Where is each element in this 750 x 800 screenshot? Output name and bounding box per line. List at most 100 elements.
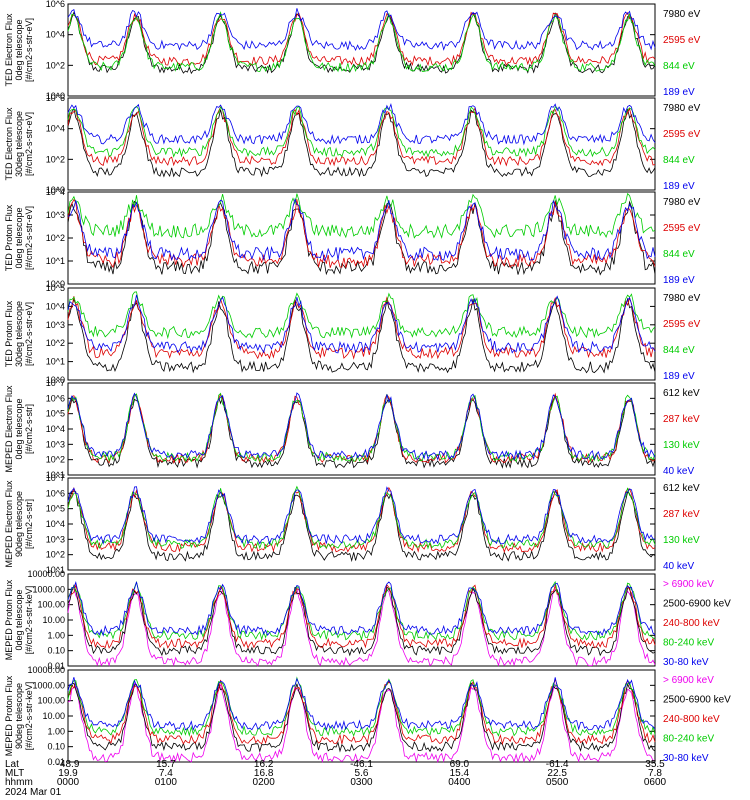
y-axis-label-line: [#/cm2-s-str]: [24, 499, 34, 549]
panel-frame: [67, 3, 656, 97]
legend-entry: 2595 eV: [663, 223, 701, 234]
series-green-trace: [67, 485, 656, 550]
panel-frame: [67, 382, 656, 476]
legend-entry: 189 eV: [663, 181, 695, 192]
y-axis-label-line: MEPED Proton Flux: [4, 579, 14, 660]
footer-value: 0600: [644, 777, 667, 788]
footer-value: 7.8: [648, 768, 662, 779]
series-green-trace: [67, 291, 656, 340]
y-tick-label: 10^4: [46, 124, 65, 134]
y-tick-label: 0.10: [47, 646, 65, 656]
panel-frame: [67, 191, 656, 285]
series-blue-trace: [67, 8, 656, 51]
legend-entry: 7980 eV: [663, 103, 701, 114]
series-green-trace: [67, 192, 656, 239]
legend-entry: 844 eV: [663, 61, 695, 72]
footer-label-mlt: MLT: [5, 768, 24, 779]
panel-4: 10^0 10^1 10^2 10^3 10^4 10^5 TED Proton Flux 3…: [4, 283, 701, 385]
y-tick-label: 10^5: [46, 409, 65, 419]
y-axis-label-line: [#/cm2-s-str-keV]: [24, 586, 34, 655]
y-tick-label: 10^0: [46, 375, 65, 385]
legend-entry: 844 eV: [663, 155, 695, 166]
series-green-trace: [67, 392, 656, 463]
legend-entry: > 6900 keV: [663, 579, 714, 590]
legend-entry: 80-240 keV: [663, 734, 714, 745]
footer-value: 7.4: [159, 768, 173, 779]
legend-entry: 40 keV: [663, 561, 694, 572]
legend-entry: 287 keV: [663, 414, 700, 425]
y-tick-label: 10^6: [46, 488, 65, 498]
legend-entry: 7980 eV: [663, 293, 701, 304]
footer-value: 0400: [448, 777, 471, 788]
panel-7: 0.01 0.10 1.00 10.00 100.00 1000.00 10000.00 ME…: [4, 569, 731, 671]
panel-5: 10^1 10^2 10^3 10^4 10^5 10^6 10^7 MEPED Electr…: [4, 378, 700, 480]
series-green-trace: [67, 580, 656, 642]
y-tick-label: 0.01: [47, 757, 65, 767]
legend-entry: 612 keV: [663, 388, 700, 399]
footer-value: -46.1: [350, 759, 373, 770]
legend-entry: 189 eV: [663, 275, 695, 286]
y-tick-label: 10000.00: [27, 665, 65, 675]
legend-entry: 2595 eV: [663, 319, 701, 330]
y-tick-label: 10^4: [46, 519, 65, 529]
y-tick-label: 10^2: [46, 455, 65, 465]
y-tick-label: 10^4: [46, 424, 65, 434]
y-tick-label: 0.01: [47, 661, 65, 671]
footer-date: 2024 Mar 01: [5, 787, 62, 798]
footer-value: 5.6: [355, 768, 369, 779]
series-red-trace: [67, 392, 656, 465]
series-blue-trace: [67, 677, 656, 732]
series-black-trace: [67, 682, 656, 753]
legend-entry: 189 eV: [663, 87, 695, 98]
series-blue-trace: [67, 392, 656, 461]
y-tick-label: 10^1: [46, 470, 65, 480]
y-tick-label: 10^5: [46, 504, 65, 514]
legend-entry: 2500-6900 keV: [663, 599, 731, 610]
legend-entry: 40 keV: [663, 466, 694, 477]
y-tick-label: 1000.00: [32, 584, 65, 594]
y-tick-label: 10^1: [46, 357, 65, 367]
y-axis-label-line: TED Proton Flux: [4, 204, 14, 271]
y-tick-label: 10^4: [46, 187, 65, 197]
y-tick-label: 10^0: [46, 185, 65, 195]
legend-entry: > 6900 keV: [663, 675, 714, 686]
y-tick-label: 100.00: [37, 600, 65, 610]
y-axis-label-line: [#/cm2-s-str-eV]: [24, 18, 34, 82]
series-black-trace: [67, 11, 656, 75]
y-tick-label: 10^2: [46, 550, 65, 560]
panel-8: 0.01 0.10 1.00 10.00 100.00 1000.00 10000.00 ME…: [4, 665, 731, 767]
series-red-trace: [67, 106, 656, 167]
legend-entry: 2595 eV: [663, 35, 701, 46]
series-blue-trace: [67, 103, 656, 146]
footer-label-hhmm: hhmm: [5, 777, 33, 788]
y-axis-label-line: [#/cm2-s-str-eV]: [24, 302, 34, 366]
y-axis-label-line: [#/cm2-s-str-keV]: [24, 682, 34, 751]
panel-6: 10^1 10^2 10^3 10^4 10^5 10^6 10^7 MEPED Electr…: [4, 473, 700, 575]
series-blue-trace: [67, 197, 656, 262]
series-black-trace: [67, 489, 656, 563]
panel-3: 10^0 10^1 10^2 10^3 10^4 TED Proton Flux 0deg …: [4, 187, 701, 289]
series-black-trace: [67, 584, 656, 657]
y-tick-label: 10.00: [42, 711, 65, 721]
y-tick-label: 1.00: [47, 726, 65, 736]
series-red-trace: [67, 198, 656, 269]
y-axis-label-line: 90deg telescope: [14, 491, 24, 557]
legend-entry: 130 keV: [663, 440, 700, 451]
panel-1: 10^0 10^2 10^4 10^6 TED Electron Flux 0deg te…: [4, 0, 701, 101]
legend-entry: 130 keV: [663, 535, 700, 546]
footer-value: -48.9: [57, 759, 80, 770]
panel-2: 10^0 10^2 10^4 10^6 TED Electron Flux 30deg t…: [4, 93, 701, 195]
y-tick-label: 10^3: [46, 439, 65, 449]
y-tick-label: 1000.00: [32, 680, 65, 690]
y-axis-label-line: 90deg telescope: [14, 683, 24, 749]
y-axis-label-line: 0deg telescope: [14, 398, 24, 459]
y-axis-label-line: MEPED Proton Flux: [4, 675, 14, 756]
y-tick-label: 10000.00: [27, 569, 65, 579]
y-axis-label-line: 0deg telescope: [14, 589, 24, 650]
legend-entry: 240-800 keV: [663, 618, 720, 629]
y-tick-label: 10^1: [46, 565, 65, 575]
series-black-trace: [67, 297, 656, 374]
footer-value: 0100: [155, 777, 178, 788]
